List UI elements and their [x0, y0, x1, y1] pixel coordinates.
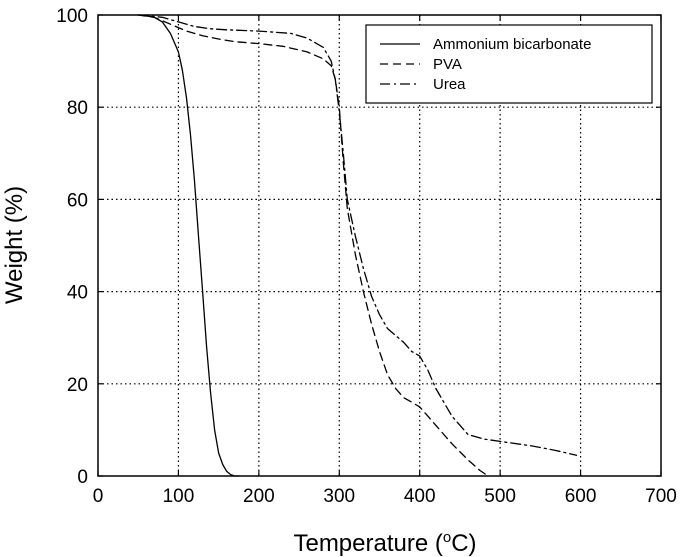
- series-line-ammonium-bicarbonate: [137, 14, 240, 477]
- x-axis-label-unit: C): [451, 530, 476, 557]
- axis-ticks: 0 100 200 300 400 500 600 700 0 20 40 60 80 100: [56, 6, 677, 507]
- x-tick-label-600: 600: [565, 486, 597, 507]
- x-axis-label-text: Temperature (: [293, 530, 442, 557]
- x-tick-label-100: 100: [163, 486, 195, 507]
- x-tick-label-0: 0: [93, 486, 104, 507]
- series-lines: [137, 14, 578, 477]
- y-tick-label-20: 20: [67, 375, 88, 396]
- y-tick-label-100: 100: [56, 6, 88, 27]
- x-tick-label-400: 400: [404, 486, 436, 507]
- y-axis-label: Weight (%): [1, 186, 28, 304]
- legend: Ammonium bicarbonate PVA Urea: [365, 24, 653, 104]
- series-line-urea: [137, 14, 578, 456]
- legend-label-pva: PVA: [433, 56, 462, 73]
- legend-label-ammonium-bicarbonate: Ammonium bicarbonate: [433, 36, 591, 53]
- series-line-pva: [137, 14, 489, 477]
- y-tick-label-40: 40: [67, 283, 88, 304]
- x-tick-label-200: 200: [243, 486, 275, 507]
- y-tick-label-0: 0: [77, 467, 88, 488]
- legend-label-urea: Urea: [433, 76, 466, 93]
- y-tick-label-80: 80: [67, 98, 88, 119]
- x-tick-label-700: 700: [645, 486, 677, 507]
- x-tick-label-300: 300: [323, 486, 355, 507]
- y-tick-label-60: 60: [67, 190, 88, 211]
- x-tick-label-500: 500: [484, 486, 516, 507]
- plot-frame: [97, 14, 662, 477]
- x-axis-label-degree: o: [443, 529, 451, 546]
- x-axis-label: Temperature (oC): [293, 529, 476, 557]
